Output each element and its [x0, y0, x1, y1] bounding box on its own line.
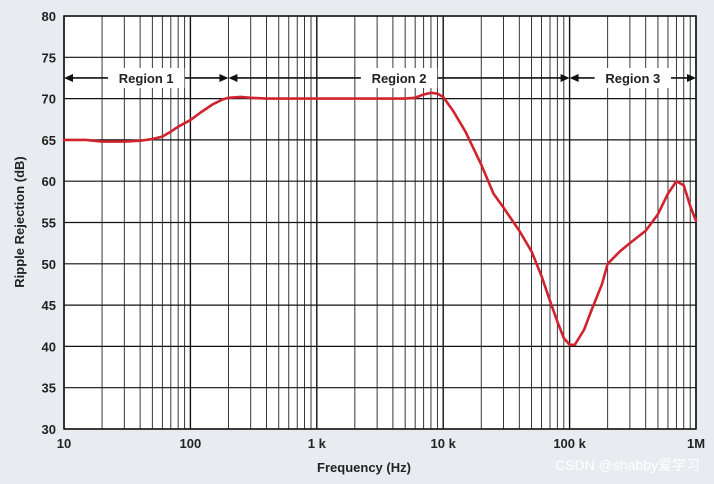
- y-tick-label: 80: [42, 9, 56, 24]
- y-tick-label: 70: [42, 92, 56, 107]
- y-tick-label: 60: [42, 174, 56, 189]
- region-annotation: Region 2: [228, 67, 570, 88]
- region-label: Region 3: [605, 71, 660, 86]
- y-tick-label: 65: [42, 133, 56, 148]
- region-annotation: Region 3: [569, 67, 696, 88]
- region-label-bg: [594, 67, 671, 88]
- x-tick-labels: 10 100 1 k 10 k 100 k 1M: [57, 436, 705, 451]
- region-label: Region 1: [119, 71, 174, 86]
- region-arrowhead-left: [64, 73, 73, 82]
- y-tick-labels: 30 35 40 45 50 55 60 65 70 75 80: [42, 9, 56, 437]
- y-tick-label: 50: [42, 257, 56, 272]
- x-axis-title: Frequency (Hz): [317, 460, 411, 475]
- region-arrowhead-left: [228, 73, 238, 82]
- plot-frame: [63, 15, 697, 430]
- region-arrowhead-left: [569, 73, 579, 82]
- x-tick-label: 100: [180, 436, 202, 451]
- region-annotations: Region 1 Region 2 Region 3: [64, 67, 696, 88]
- region-annotation: Region 1: [64, 67, 229, 88]
- watermark: CSDN @shabby爱学习: [555, 457, 700, 473]
- y-tick-label: 30: [42, 422, 56, 437]
- region-arrowhead-right: [687, 73, 696, 82]
- x-tick-label: 10: [57, 436, 71, 451]
- y-axis-title: Ripple Rejection (dB): [12, 156, 27, 287]
- y-tick-label: 55: [42, 216, 56, 231]
- x-tick-label: 10 k: [431, 436, 457, 451]
- region-arrowhead-right: [219, 73, 229, 82]
- x-tick-label: 100 k: [553, 436, 586, 451]
- y-tick-label: 75: [42, 50, 56, 65]
- region-arrowhead-right: [560, 73, 570, 82]
- x-tick-label: 1M: [687, 436, 705, 451]
- region-label-bg: [108, 67, 185, 88]
- x-tick-label: 1 k: [308, 436, 327, 451]
- y-tick-label: 45: [42, 298, 56, 313]
- series-line: [62, 91, 698, 347]
- y-tick-label: 35: [42, 381, 56, 396]
- region-label: Region 2: [372, 71, 427, 86]
- region-label-bg: [360, 67, 438, 88]
- y-tick-label: 40: [42, 339, 56, 354]
